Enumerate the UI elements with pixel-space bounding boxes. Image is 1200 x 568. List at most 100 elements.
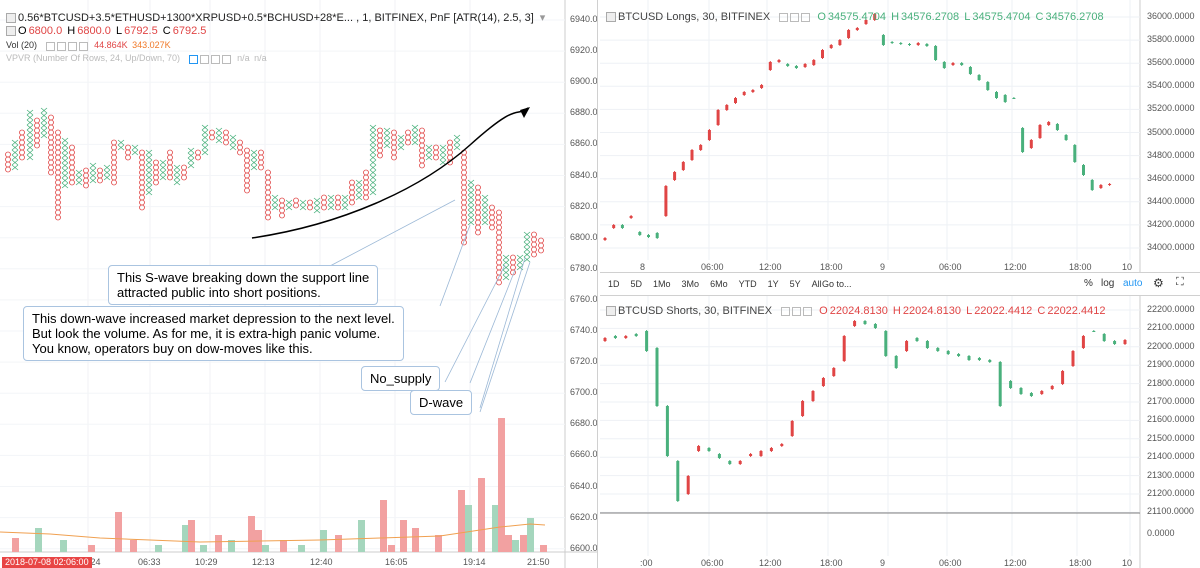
close-icon[interactable]: [803, 306, 813, 316]
indicator-tools[interactable]: [45, 41, 90, 51]
settings-gear-icon[interactable]: ⚙: [1153, 276, 1164, 290]
pnf-o-mark: [48, 144, 54, 151]
pnf-o-mark: [69, 144, 75, 151]
range-button-6mo[interactable]: 6Mo: [710, 279, 728, 289]
pnf-x-mark: [502, 269, 510, 276]
volume-bar: [200, 545, 207, 552]
pnf-x-mark: [369, 169, 377, 176]
settings-icon[interactable]: [790, 12, 800, 22]
pnf-o-mark: [489, 214, 495, 221]
pnf-o-mark: [5, 151, 11, 158]
pnf-o-mark: [55, 199, 61, 206]
range-button-5y[interactable]: 5Y: [789, 279, 801, 289]
longs-chart-pane[interactable]: BTCUSD Longs, 30, BITFINEX O 34575.4704 H…: [600, 0, 1200, 273]
pnf-o-mark: [363, 189, 369, 196]
range-button-1y[interactable]: 1Y: [767, 279, 779, 289]
dropdown-arrow-icon[interactable]: ▾: [539, 12, 546, 24]
callout-pointer: [329, 199, 456, 267]
candle-body: [1009, 381, 1013, 388]
volume-bar: [188, 520, 195, 552]
more-icon[interactable]: [78, 41, 88, 51]
candle-body: [1081, 336, 1085, 348]
shorts-chart[interactable]: [600, 296, 1200, 568]
pnf-x-mark: [467, 184, 475, 191]
pnf-o-mark: [48, 124, 54, 131]
hide-icon[interactable]: [6, 26, 16, 37]
price-tick: 6680.0: [570, 418, 598, 429]
pnf-x-mark: [467, 194, 475, 201]
volume-bar: [498, 418, 505, 552]
range-button-3mo[interactable]: 3Mo: [681, 279, 700, 289]
range-button-1mo[interactable]: 1Mo: [653, 279, 671, 289]
pnf-o-mark: [258, 164, 264, 171]
pnf-x-mark: [453, 139, 461, 146]
shorts-chart-pane[interactable]: BTCUSD Shorts, 30, BITFINEX O 22024.8130 …: [600, 296, 1200, 568]
settings-icon[interactable]: [56, 41, 66, 51]
pnf-x-mark: [215, 132, 223, 139]
pnf-x-mark: [40, 122, 48, 129]
pnf-o-mark: [139, 194, 145, 201]
candle-body: [1003, 95, 1007, 102]
close-icon[interactable]: [801, 12, 811, 22]
settings-icon[interactable]: [199, 54, 209, 64]
pnf-o-mark: [475, 194, 481, 201]
candle-body: [690, 150, 694, 160]
pnf-o-mark: [321, 199, 327, 206]
candle-body: [707, 130, 711, 140]
volume-bar: [458, 490, 465, 552]
pnf-x-mark: [173, 179, 181, 186]
shorts-high: 22024.8130: [902, 305, 961, 317]
pnf-chart[interactable]: [0, 0, 597, 568]
auto-toggle[interactable]: auto: [1123, 278, 1143, 289]
pnf-x-mark: [439, 149, 447, 156]
candle-body: [855, 28, 859, 30]
range-button-all[interactable]: All: [811, 279, 822, 289]
date-label: 2018-07-08 02:06:00: [2, 557, 92, 568]
price-tick: 21800.0000: [1147, 377, 1195, 388]
range-button-5d[interactable]: 5D: [630, 279, 643, 289]
pnf-o-mark: [475, 204, 481, 211]
fullscreen-icon[interactable]: ⛶: [1176, 276, 1184, 288]
pnf-x-mark: [61, 147, 69, 154]
time-tick: 12:00: [1004, 558, 1027, 568]
pnf-o-mark: [223, 134, 229, 141]
range-button-ytd[interactable]: YTD: [738, 279, 757, 289]
eye-icon[interactable]: [45, 41, 55, 51]
eye-icon[interactable]: [781, 306, 791, 316]
pnf-o-mark: [153, 159, 159, 166]
eye-icon[interactable]: [779, 12, 789, 22]
candle-body: [890, 42, 894, 43]
goto-button[interactable]: Go to...: [822, 279, 852, 289]
log-toggle[interactable]: log: [1101, 278, 1115, 289]
close-icon[interactable]: [221, 54, 231, 64]
pnf-o-mark: [167, 169, 173, 176]
pnf-o-mark: [167, 154, 173, 161]
candle-body: [968, 67, 972, 74]
price-tick: 21900.0000: [1147, 359, 1195, 370]
collapse-icon[interactable]: [6, 13, 16, 24]
pnf-o-mark: [19, 144, 25, 151]
close-icon[interactable]: [67, 41, 77, 51]
price-tick: 6880.0: [570, 107, 598, 118]
candle-body: [790, 421, 794, 436]
candle-body: [942, 62, 946, 68]
settings-icon[interactable]: [792, 306, 802, 316]
pnf-o-mark: [461, 219, 467, 226]
range-button-1d[interactable]: 1D: [608, 279, 620, 289]
volume-bar: [228, 540, 235, 552]
eye-icon[interactable]: [188, 54, 198, 64]
percent-toggle[interactable]: %: [1084, 278, 1093, 289]
pnf-o-mark: [265, 184, 271, 191]
volume-bar: [155, 545, 162, 552]
pnf-x-mark: [299, 199, 307, 206]
left-chart-pane[interactable]: 0.56*BTCUSD+3.5*ETHUSD+1300*XRPUSD+0.5*B…: [0, 0, 598, 568]
candle-body: [936, 348, 940, 351]
candle-body: [995, 92, 998, 98]
collapse-icon[interactable]: [606, 12, 616, 23]
longs-chart[interactable]: [600, 0, 1200, 272]
add-icon[interactable]: [210, 54, 220, 64]
collapse-icon[interactable]: [606, 306, 616, 317]
pnf-o-mark: [34, 137, 40, 144]
pnf-o-mark: [181, 174, 187, 181]
candle-body: [899, 43, 903, 44]
